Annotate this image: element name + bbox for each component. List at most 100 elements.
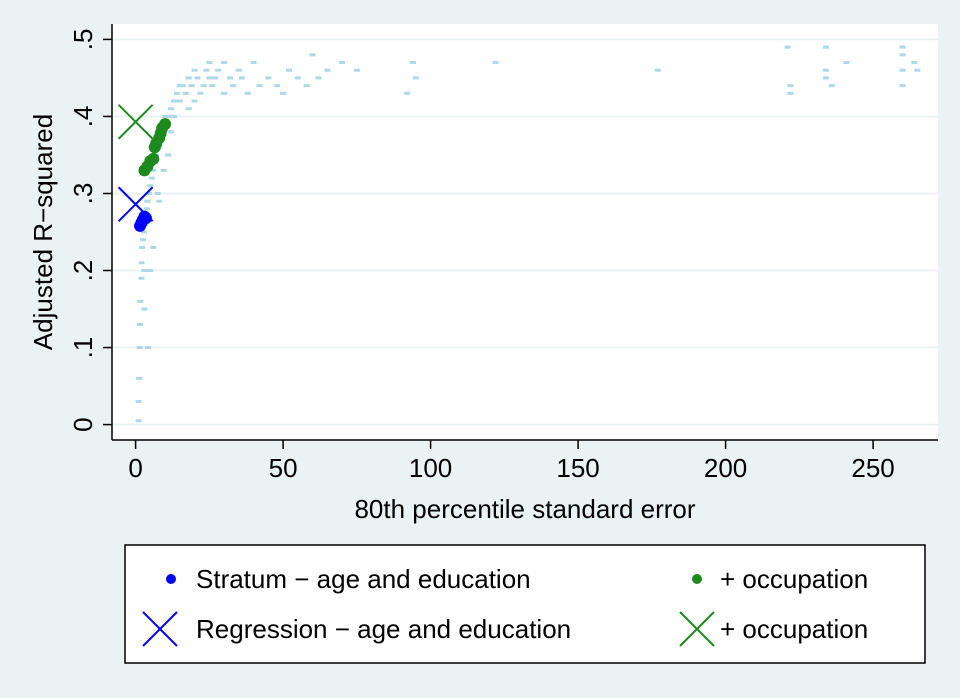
background-point-0 xyxy=(135,419,142,423)
legend: Stratum − age and education + occupation R… xyxy=(124,544,926,664)
background-point-61 xyxy=(227,76,233,80)
background-point-57 xyxy=(212,76,219,80)
legend-item-0: Stratum − age and education xyxy=(166,564,531,594)
background-point-63 xyxy=(235,68,242,72)
background-point-39 xyxy=(170,114,177,118)
background-point-91 xyxy=(843,61,850,65)
background-point-75 xyxy=(315,76,322,80)
background-point-8 xyxy=(139,245,146,249)
background-point-35 xyxy=(165,153,172,157)
background-point-62 xyxy=(229,84,236,88)
background-point-97 xyxy=(914,68,921,72)
x-tick-label-3: 150 xyxy=(556,453,599,483)
y-tick-label-1: .1 xyxy=(68,337,98,359)
legend-marker-1 xyxy=(692,574,702,584)
background-point-53 xyxy=(203,68,210,72)
series-0-point-4 xyxy=(139,212,152,225)
background-point-2 xyxy=(136,376,143,380)
background-point-85 xyxy=(787,84,794,88)
background-point-93 xyxy=(899,68,906,72)
background-point-11 xyxy=(141,269,148,273)
y-tick-label-3: .3 xyxy=(68,183,98,205)
background-point-17 xyxy=(144,346,151,350)
background-point-58 xyxy=(215,68,222,72)
background-point-51 xyxy=(197,91,204,95)
legend-marker-3 xyxy=(679,611,715,647)
background-point-54 xyxy=(206,61,213,65)
background-point-9 xyxy=(139,238,146,242)
series-1-point-9 xyxy=(159,118,172,131)
background-point-80 xyxy=(409,61,416,65)
x-marker-stroke xyxy=(117,186,154,222)
background-point-73 xyxy=(303,84,310,88)
legend-label-0: Stratum − age and education xyxy=(196,564,531,594)
legend-item-1: + occupation xyxy=(692,564,868,594)
background-point-49 xyxy=(191,99,198,103)
background-point-10 xyxy=(140,230,147,234)
background-point-34 xyxy=(165,114,172,118)
x-tick-label-4: 200 xyxy=(704,453,747,483)
background-point-89 xyxy=(822,76,829,80)
background-point-26 xyxy=(154,191,161,195)
background-point-81 xyxy=(412,76,419,80)
background-point-36 xyxy=(168,107,174,111)
background-point-76 xyxy=(324,68,331,72)
legend-label-1: + occupation xyxy=(720,564,868,594)
background-point-84 xyxy=(784,45,791,49)
legend-item-3: + occupation xyxy=(679,611,868,647)
background-point-83 xyxy=(654,68,661,72)
y-tick-label-0: 0 xyxy=(68,417,98,431)
background-point-28 xyxy=(156,199,163,203)
background-point-18 xyxy=(145,191,152,195)
legend-label-3: + occupation xyxy=(720,614,868,644)
background-point-90 xyxy=(828,84,835,88)
background-point-70 xyxy=(280,91,287,95)
y-tick-label-5: .5 xyxy=(68,29,98,51)
background-point-31 xyxy=(160,168,167,172)
legend-label-2: Regression − age and education xyxy=(196,614,571,644)
background-point-15 xyxy=(143,207,150,211)
background-point-67 xyxy=(256,84,263,88)
axes: 0 50 100 150 200 250 0 .1 .2 .3 .4 .5 xyxy=(68,24,938,483)
background-point-42 xyxy=(176,99,183,103)
background-point-22 xyxy=(150,168,157,172)
background-point-5 xyxy=(137,299,144,303)
background-point-55 xyxy=(206,76,213,80)
background-point-74 xyxy=(309,53,316,57)
background-point-43 xyxy=(179,84,186,88)
background-point-66 xyxy=(250,61,257,65)
background-point-23 xyxy=(150,245,157,249)
background-point-46 xyxy=(185,107,192,111)
background-point-44 xyxy=(182,91,189,95)
background-point-47 xyxy=(188,84,195,88)
background-point-82 xyxy=(492,61,499,65)
background-point-71 xyxy=(286,68,292,72)
x-marker-stroke xyxy=(117,104,154,140)
series-3-point-0 xyxy=(117,104,154,140)
background-point-37 xyxy=(168,130,174,134)
x-tick-label-5: 250 xyxy=(851,453,894,483)
legend-marker-0 xyxy=(166,574,176,584)
background-point-7 xyxy=(138,261,145,265)
background-point-77 xyxy=(339,61,346,65)
background-point-65 xyxy=(244,91,251,95)
y-tick-label-4: .4 xyxy=(68,106,98,128)
x-tick-label-0: 0 xyxy=(128,453,142,483)
background-point-19 xyxy=(147,184,154,188)
background-point-92 xyxy=(899,45,906,49)
background-point-12 xyxy=(141,307,148,311)
series-1-point-3 xyxy=(147,152,160,165)
background-point-64 xyxy=(238,76,245,80)
background-point-16 xyxy=(144,199,151,203)
background-point-1 xyxy=(135,399,142,403)
background-point-20 xyxy=(147,269,154,273)
x-tick-label-1: 50 xyxy=(269,453,298,483)
background-point-95 xyxy=(899,53,906,57)
background-point-38 xyxy=(170,99,177,103)
background-point-88 xyxy=(822,68,829,72)
background-point-60 xyxy=(221,61,228,65)
series-2-point-0 xyxy=(117,186,154,222)
background-point-4 xyxy=(137,322,144,326)
background-point-21 xyxy=(148,176,155,180)
